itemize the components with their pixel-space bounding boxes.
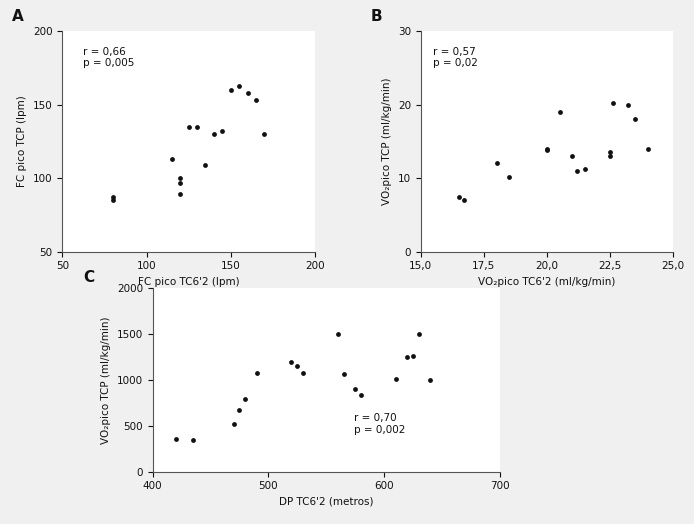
Point [239,395,251,403]
Point [167,155,178,163]
Text: r = 0,66
p = 0,005: r = 0,66 p = 0,005 [83,47,134,69]
Point [425,376,436,384]
Point [108,196,119,204]
Point [183,123,194,131]
Point [554,108,565,116]
Point [228,420,239,428]
Point [291,362,303,370]
Text: r = 0,70
p = 0,002: r = 0,70 p = 0,002 [354,413,405,434]
Point [192,123,203,131]
Point [187,435,198,444]
Point [350,385,361,393]
Point [259,130,270,138]
Point [217,127,228,135]
Point [453,192,464,201]
Y-axis label: VO₂pico TCP (ml/kg/min): VO₂pico TCP (ml/kg/min) [382,78,392,205]
Point [286,357,297,366]
X-axis label: DP TC6'2 (metros): DP TC6'2 (metros) [279,497,373,507]
Point [332,330,344,339]
X-axis label: FC pico TC6'2 (lpm): FC pico TC6'2 (lpm) [138,277,239,287]
Point [175,178,186,187]
Point [623,101,634,109]
Point [251,368,262,377]
Point [225,86,236,94]
Point [175,174,186,182]
Point [567,152,578,160]
Text: B: B [371,9,382,25]
X-axis label: VO₂pico TC6'2 (ml/kg/min): VO₂pico TC6'2 (ml/kg/min) [478,277,616,287]
Point [402,353,413,361]
Point [390,375,401,383]
Point [491,159,502,168]
Text: r = 0,57
p = 0,02: r = 0,57 p = 0,02 [434,47,478,69]
Point [572,167,583,175]
Point [413,330,424,339]
Point [108,193,119,201]
Point [458,196,469,204]
Point [579,165,591,173]
Point [355,390,366,399]
Point [234,406,245,414]
Point [298,369,309,378]
Point [407,352,418,361]
Point [251,96,262,105]
Point [175,190,186,199]
Point [604,152,616,160]
Point [629,115,641,124]
Point [504,172,515,181]
Point [607,99,618,107]
Point [208,130,219,138]
Point [604,148,616,157]
Text: C: C [83,270,94,285]
Point [643,145,654,153]
Text: A: A [12,9,24,25]
Point [242,89,253,97]
Point [170,434,181,443]
Y-axis label: FC pico TCP (lpm): FC pico TCP (lpm) [17,95,28,188]
Y-axis label: VO₂pico TCP (ml/kg/min): VO₂pico TCP (ml/kg/min) [101,316,111,444]
Point [338,370,349,378]
Point [200,161,211,169]
Point [541,146,552,155]
Point [541,145,552,153]
Point [234,82,245,90]
